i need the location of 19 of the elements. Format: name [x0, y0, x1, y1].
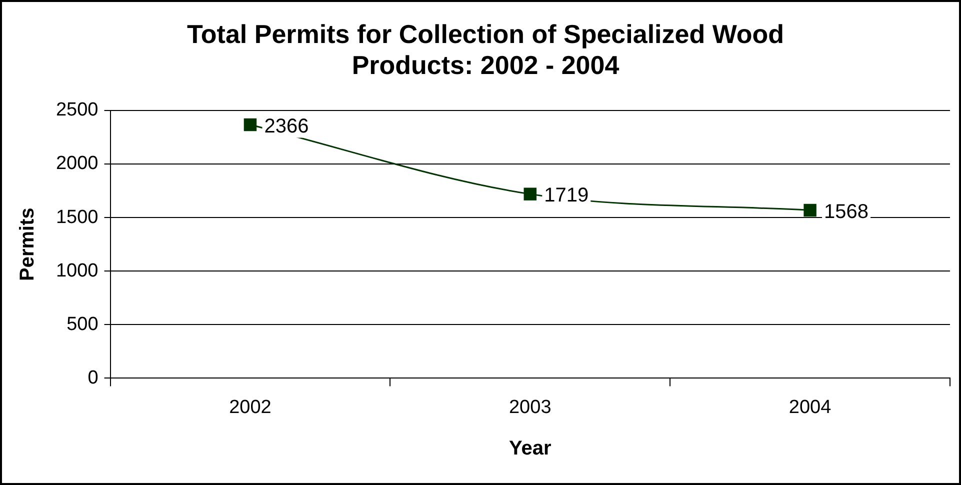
- y-tick-label: 2500: [56, 100, 98, 121]
- data-label: 1719: [544, 184, 589, 207]
- y-tick-label: 2000: [56, 153, 98, 174]
- text: Products: 2002 - 2004: [352, 50, 620, 80]
- y-axis-title: Permits: [16, 208, 39, 281]
- x-tick-label: 2003: [508, 396, 552, 418]
- x-axis-title: Year: [509, 438, 552, 460]
- y-tick-label: 500: [66, 314, 98, 335]
- point: [244, 118, 257, 132]
- text: Total Permits for Collection of Specialized Wood: [186, 18, 784, 49]
- x-tick-label: 2004: [788, 396, 832, 418]
- data-label: 1568: [824, 200, 869, 223]
- y-tick-label: 1000: [56, 260, 98, 282]
- x-tick-label: 2002: [229, 396, 272, 418]
- y-tick-label: 1500: [56, 206, 98, 228]
- point: [524, 188, 536, 200]
- point: [804, 204, 816, 217]
- data-label: 2366: [264, 115, 309, 138]
- y-tick-label: 0: [88, 367, 98, 388]
